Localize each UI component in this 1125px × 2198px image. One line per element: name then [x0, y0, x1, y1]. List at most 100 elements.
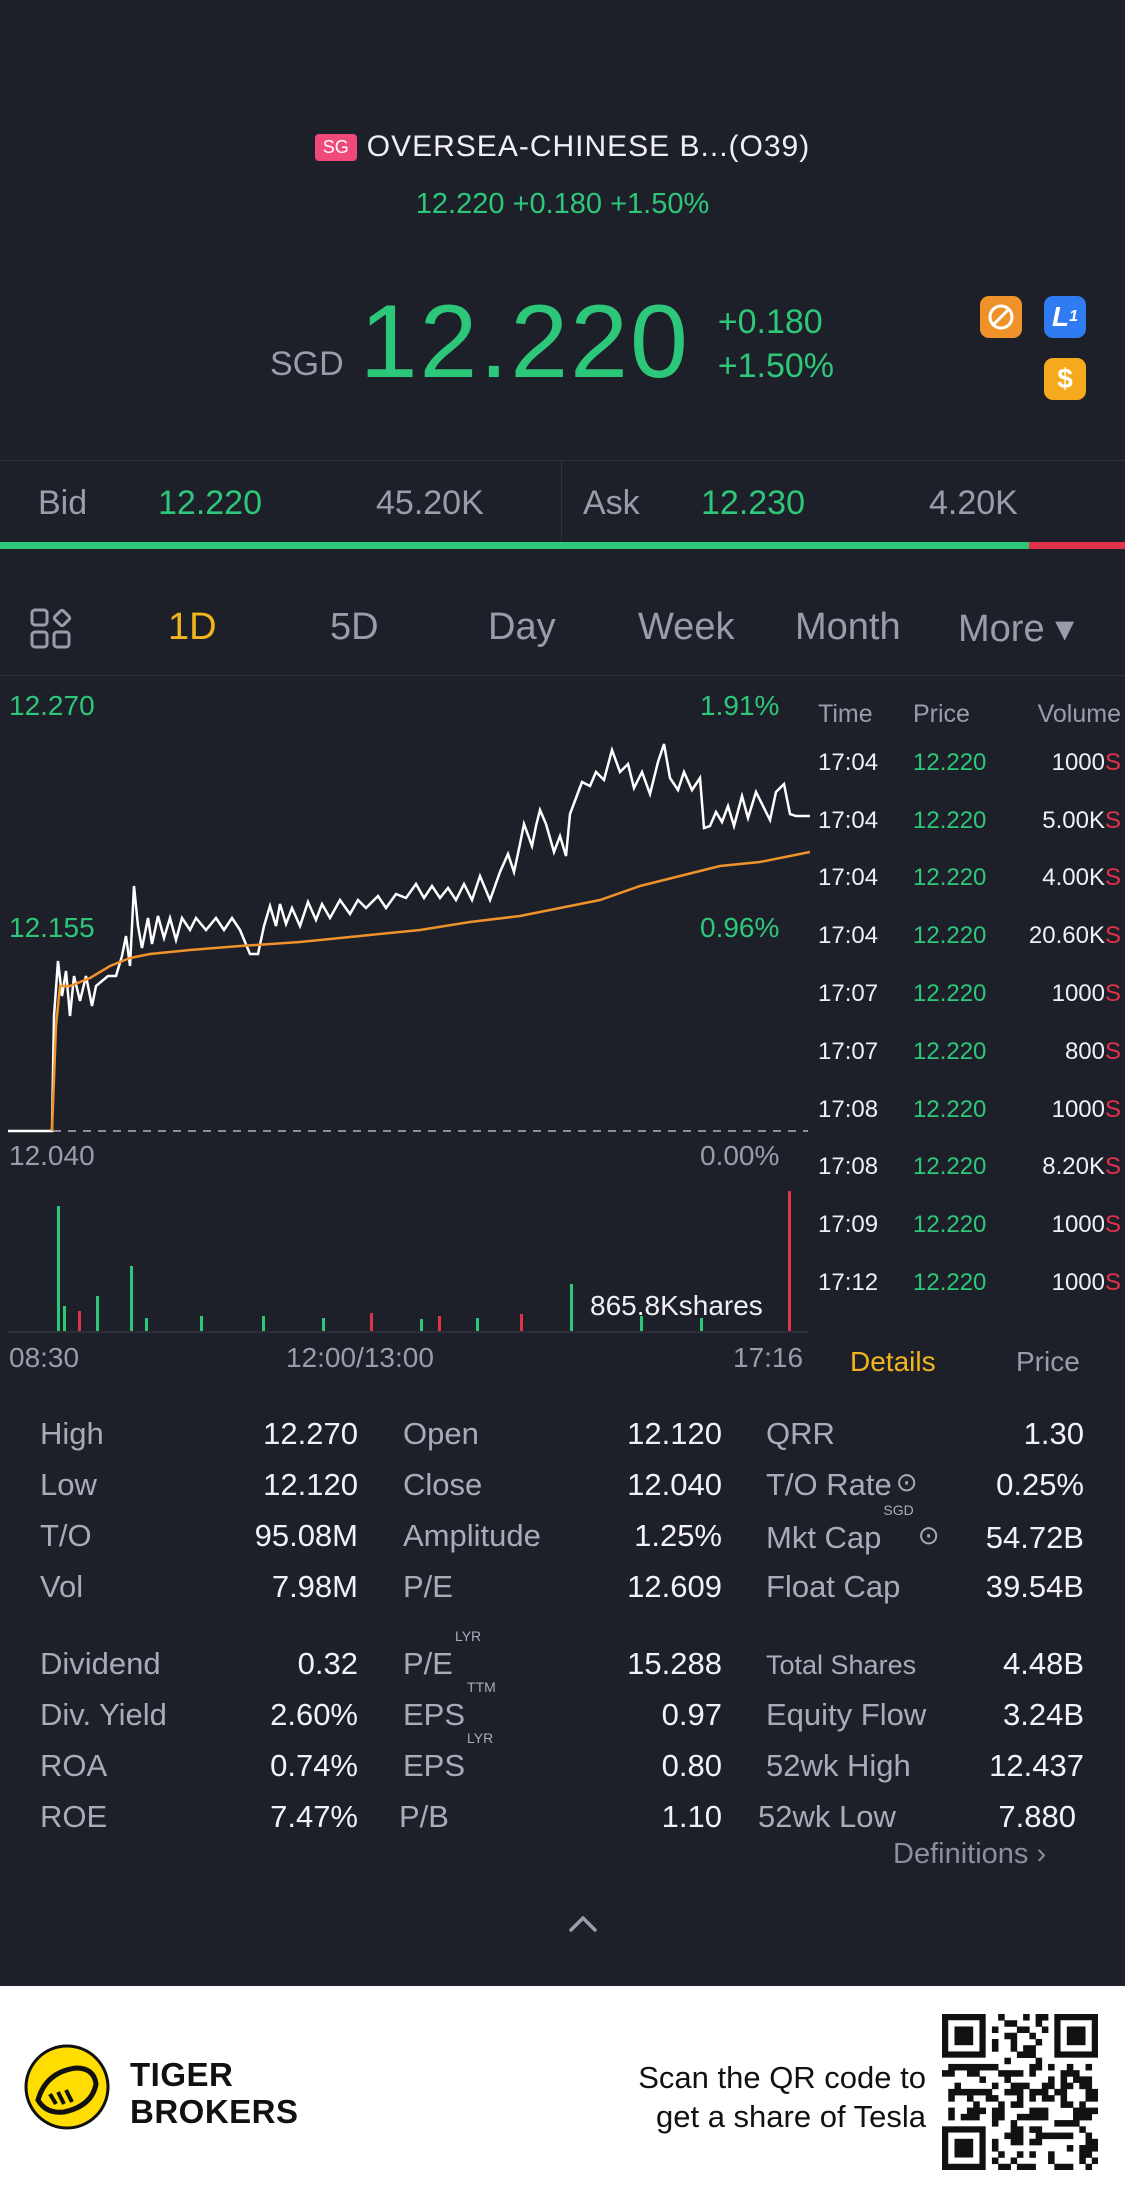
trade-volume: 1000S [1051, 980, 1121, 1008]
bid-ask-ratio-bar [0, 542, 1125, 549]
trade-volume: 1000S [1051, 748, 1121, 776]
trade-price: 12.220 [913, 1153, 987, 1181]
big-quote: SGD 12.220 +0.180 +1.50% [270, 290, 834, 394]
stock-name: OVERSEA-CHINESE B...(O39) [366, 130, 811, 163]
stat-roe: ROE [40, 1799, 108, 1834]
trade-time: 17:04 [818, 864, 879, 892]
tab-details[interactable]: Details [850, 1346, 936, 1377]
stat-pe: P/E [403, 1569, 453, 1604]
stat-to-rate[interactable]: T/O Rate ⊙ [766, 1467, 918, 1502]
stat-mkt-cap-value: 54.72B [985, 1520, 1084, 1555]
trade-time: 17:04 [818, 922, 879, 950]
stock-title[interactable]: SG OVERSEA-CHINESE B...(O39) [0, 130, 1125, 164]
trade-volume: 8.20KS [1042, 1153, 1121, 1181]
trade-time: 17:04 [818, 806, 879, 834]
chevron-up-icon[interactable] [565, 1912, 601, 1934]
y-axis-bottom-left: 12.040 [9, 1140, 95, 1171]
stat-dividend-value: 0.32 [297, 1646, 358, 1681]
time-axis: 08:30 12:00/13:00 17:16 [0, 1342, 810, 1382]
col-price: Price [913, 700, 970, 728]
volume-bar [262, 1316, 265, 1331]
ask-panel: Ask 12.230 4.20K [563, 461, 1125, 545]
price-change: +0.180 [717, 303, 823, 341]
trade-row: 17:04 12.220 4.00KS [818, 850, 1125, 908]
stat-pe-value: 12.609 [627, 1569, 722, 1604]
stat-eps-ttm-tag: TTM [467, 1679, 496, 1695]
stat-div-yield: Div. Yield [40, 1697, 167, 1732]
stat-eps-lyr: EPS LYR [403, 1730, 494, 1783]
volume-bar [520, 1314, 523, 1331]
stat-high: High [40, 1416, 104, 1451]
change-box: +0.180 +1.50% [718, 300, 834, 388]
detail-tabs: Details Price [818, 1342, 1125, 1382]
stat-amplitude-value: 1.25% [634, 1518, 722, 1553]
tab-more[interactable]: More ▾ [958, 608, 1075, 650]
trade-price: 12.220 [913, 806, 987, 834]
trade-ticker[interactable]: Time Price Volume 17:04 12.220 1000S 17:04 1… [818, 700, 1125, 1312]
tab-month[interactable]: Month [795, 606, 901, 648]
stat-vol: Vol [40, 1569, 84, 1604]
market-badge: SG [314, 133, 357, 161]
brand-line2: BROKERS [130, 2093, 299, 2130]
tab-price[interactable]: Price [1016, 1346, 1080, 1377]
y-axis-mid-right: 0.96% [700, 912, 780, 943]
average-price-line [50, 850, 810, 1132]
stat-mkt-cap[interactable]: Mkt Cap SGD ⊙ [766, 1502, 940, 1555]
trade-price: 12.220 [913, 1269, 987, 1297]
trade-time: 17:12 [818, 1269, 879, 1297]
trade-row: 17:07 12.220 800S [818, 1023, 1125, 1081]
tab-week[interactable]: Week [638, 606, 735, 648]
trade-side: S [1104, 748, 1121, 776]
stat-open-value: 12.120 [627, 1416, 722, 1451]
volume-bar [700, 1318, 703, 1331]
volume-bar [57, 1206, 60, 1331]
stat-low-value: 12.120 [263, 1467, 358, 1502]
chevron-right-icon: › [1036, 1838, 1047, 1870]
time-start: 08:30 [9, 1342, 80, 1373]
intraday-chart[interactable]: 12.270 12.155 12.040 1.91% 0.96% 0.00% 8… [0, 686, 810, 1336]
trade-time: 17:04 [818, 748, 879, 776]
chart-layout-icon[interactable] [30, 608, 72, 650]
currency-label: SGD [270, 345, 344, 383]
promo-footer: TIGER BROKERS Scan the QR code to get a … [0, 1986, 1125, 2198]
volume-bar [476, 1318, 479, 1331]
definitions-label: Definitions [893, 1838, 1029, 1870]
trade-row: 17:07 12.220 1000S [818, 965, 1125, 1023]
volume-bar [63, 1306, 66, 1331]
stat-to-rate-value: 0.25% [996, 1467, 1084, 1502]
trade-row: 17:04 12.220 5.00KS [818, 792, 1125, 850]
definitions-link[interactable]: Definitions › [893, 1838, 1046, 1871]
trade-time: 17:08 [818, 1095, 879, 1123]
volume-bar [640, 1316, 643, 1331]
trade-volume: 20.60KS [1028, 922, 1121, 950]
qr-code-icon[interactable] [942, 2014, 1098, 2170]
trade-side: S [1104, 980, 1121, 1008]
trade-time: 17:08 [818, 1153, 879, 1181]
tab-5d[interactable]: 5D [330, 606, 379, 648]
stat-mkt-cap-tag: SGD [883, 1502, 914, 1518]
volume-bar [96, 1296, 99, 1331]
stat-dividend: Dividend [40, 1646, 161, 1681]
qr-line2: get a share of Tesla [656, 2099, 926, 2134]
y-axis-top-right: 1.91% [700, 690, 780, 721]
trade-time: 17:09 [818, 1211, 879, 1239]
info-icon[interactable]: ⊙ [917, 1520, 940, 1550]
stat-pe-lyr-tag: LYR [454, 1628, 482, 1644]
no-short-sell-icon[interactable] [980, 296, 1022, 338]
stat-roe-value: 7.47% [270, 1799, 358, 1834]
volume-bar [78, 1311, 81, 1331]
ask-label: Ask [583, 483, 640, 522]
stat-roa: ROA [40, 1748, 108, 1783]
tab-1d[interactable]: 1D [168, 606, 217, 648]
stat-52wk-low-value: 7.880 [998, 1799, 1076, 1834]
trade-price: 12.220 [913, 748, 987, 776]
chart-period-tabs: 1D 5D Day Week Month More ▾ [0, 580, 1125, 676]
stat-52wk-high: 52wk High [766, 1748, 911, 1783]
info-icon[interactable]: ⊙ [895, 1467, 918, 1497]
dollar-icon[interactable]: $ [1044, 358, 1086, 400]
brand-name: TIGER BROKERS [130, 2056, 299, 2130]
trade-volume: 1000S [1051, 1269, 1121, 1297]
bid-price: 12.220 [158, 483, 262, 522]
tab-day[interactable]: Day [488, 606, 556, 648]
